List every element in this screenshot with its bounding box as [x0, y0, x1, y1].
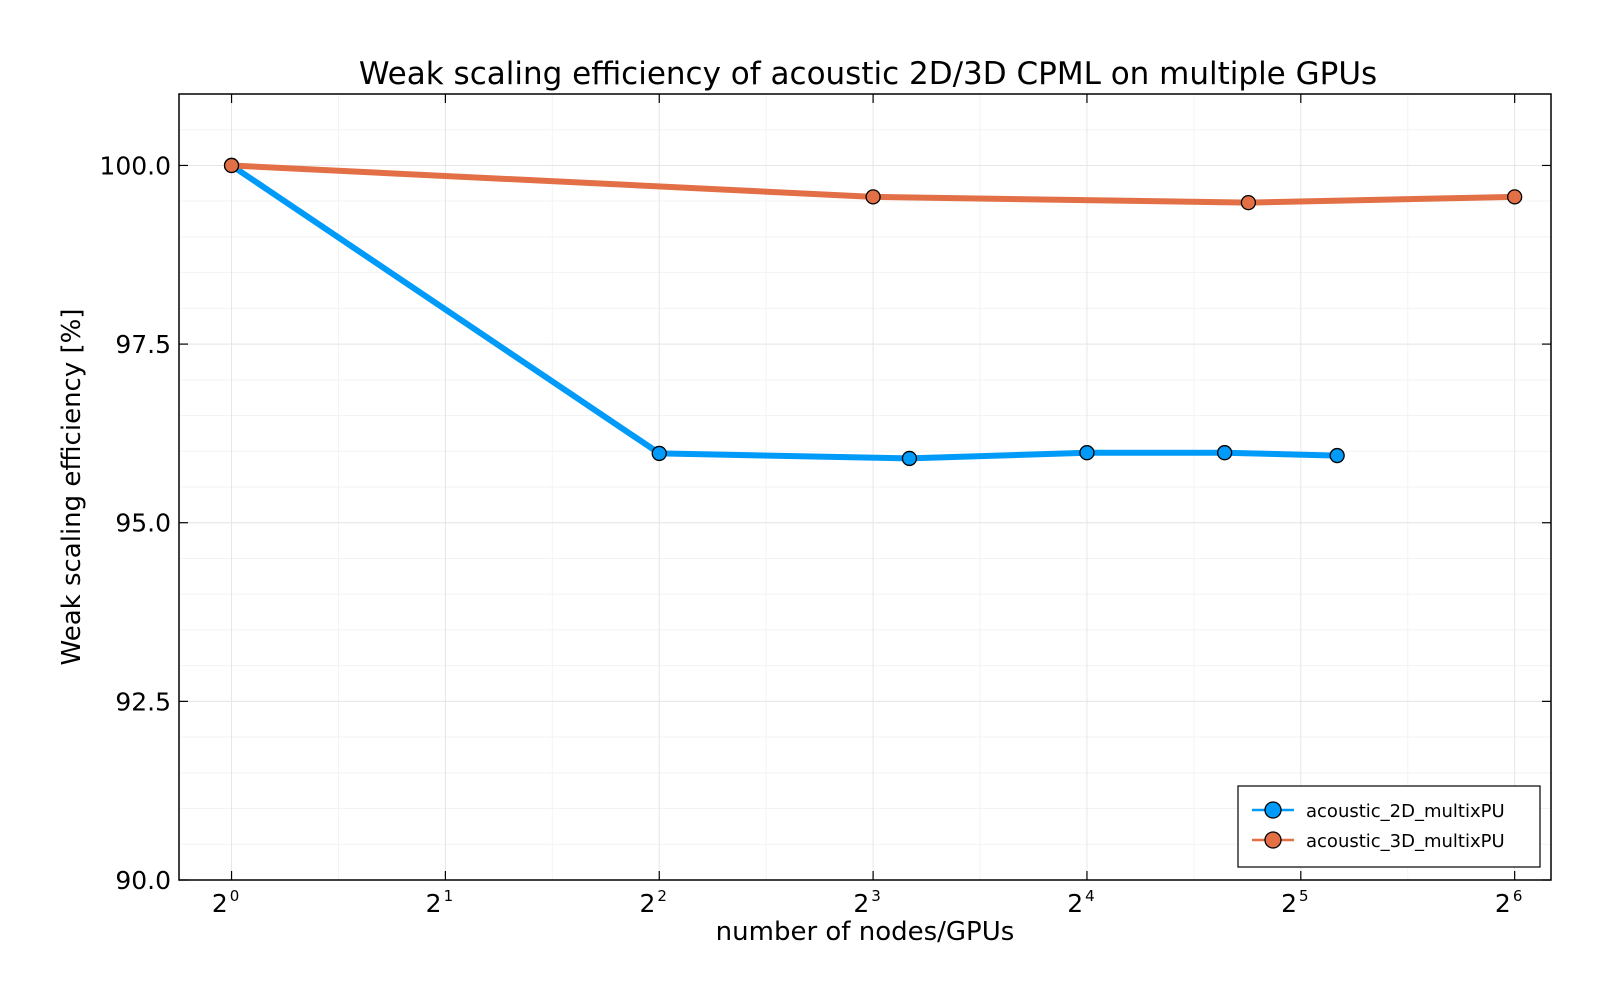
legend: acoustic_2D_multixPU acoustic_3D_multixPU [1237, 785, 1541, 868]
data-point [1240, 194, 1257, 211]
plot-frame [178, 93, 1552, 881]
data-point [1507, 189, 1523, 205]
data-point [223, 157, 240, 174]
x-axis-label: number of nodes/GPUs [716, 917, 1015, 947]
data-point [1329, 447, 1345, 464]
chart-title: Weak scaling efficiency of acoustic 2D/3… [359, 56, 1377, 92]
y-tick-label: 97.5 [115, 330, 171, 359]
legend-label: acoustic_2D_multixPU [1306, 801, 1505, 822]
legend-label: acoustic_3D_multixPU [1306, 831, 1505, 852]
y-tick-label: 100.0 [99, 151, 171, 180]
axis-ticks: 90.0 92.5 95.0 97.5 100.0 2 0 2 1 2 2 2 3 2 4 2 5 2 6 [99, 94, 1551, 918]
series-line-1 [228, 162, 1341, 462]
legend-swatch-marker [1264, 801, 1282, 819]
data-point [1079, 445, 1095, 461]
series-line-2 [228, 162, 1518, 206]
data-point [865, 189, 881, 205]
y-axis-label: Weak scaling efficiency [%] [57, 309, 87, 666]
plot-grid [179, 93, 1551, 881]
y-tick-label: 92.5 [115, 687, 171, 716]
y-tick-label: 95.0 [115, 509, 171, 538]
data-point [651, 445, 667, 462]
data-point [901, 450, 918, 467]
legend-box [1237, 785, 1541, 868]
y-tick-label: 90.0 [115, 866, 171, 895]
legend-swatch-marker [1264, 831, 1282, 849]
data-point [1216, 445, 1233, 461]
plot-series [223, 157, 1523, 467]
